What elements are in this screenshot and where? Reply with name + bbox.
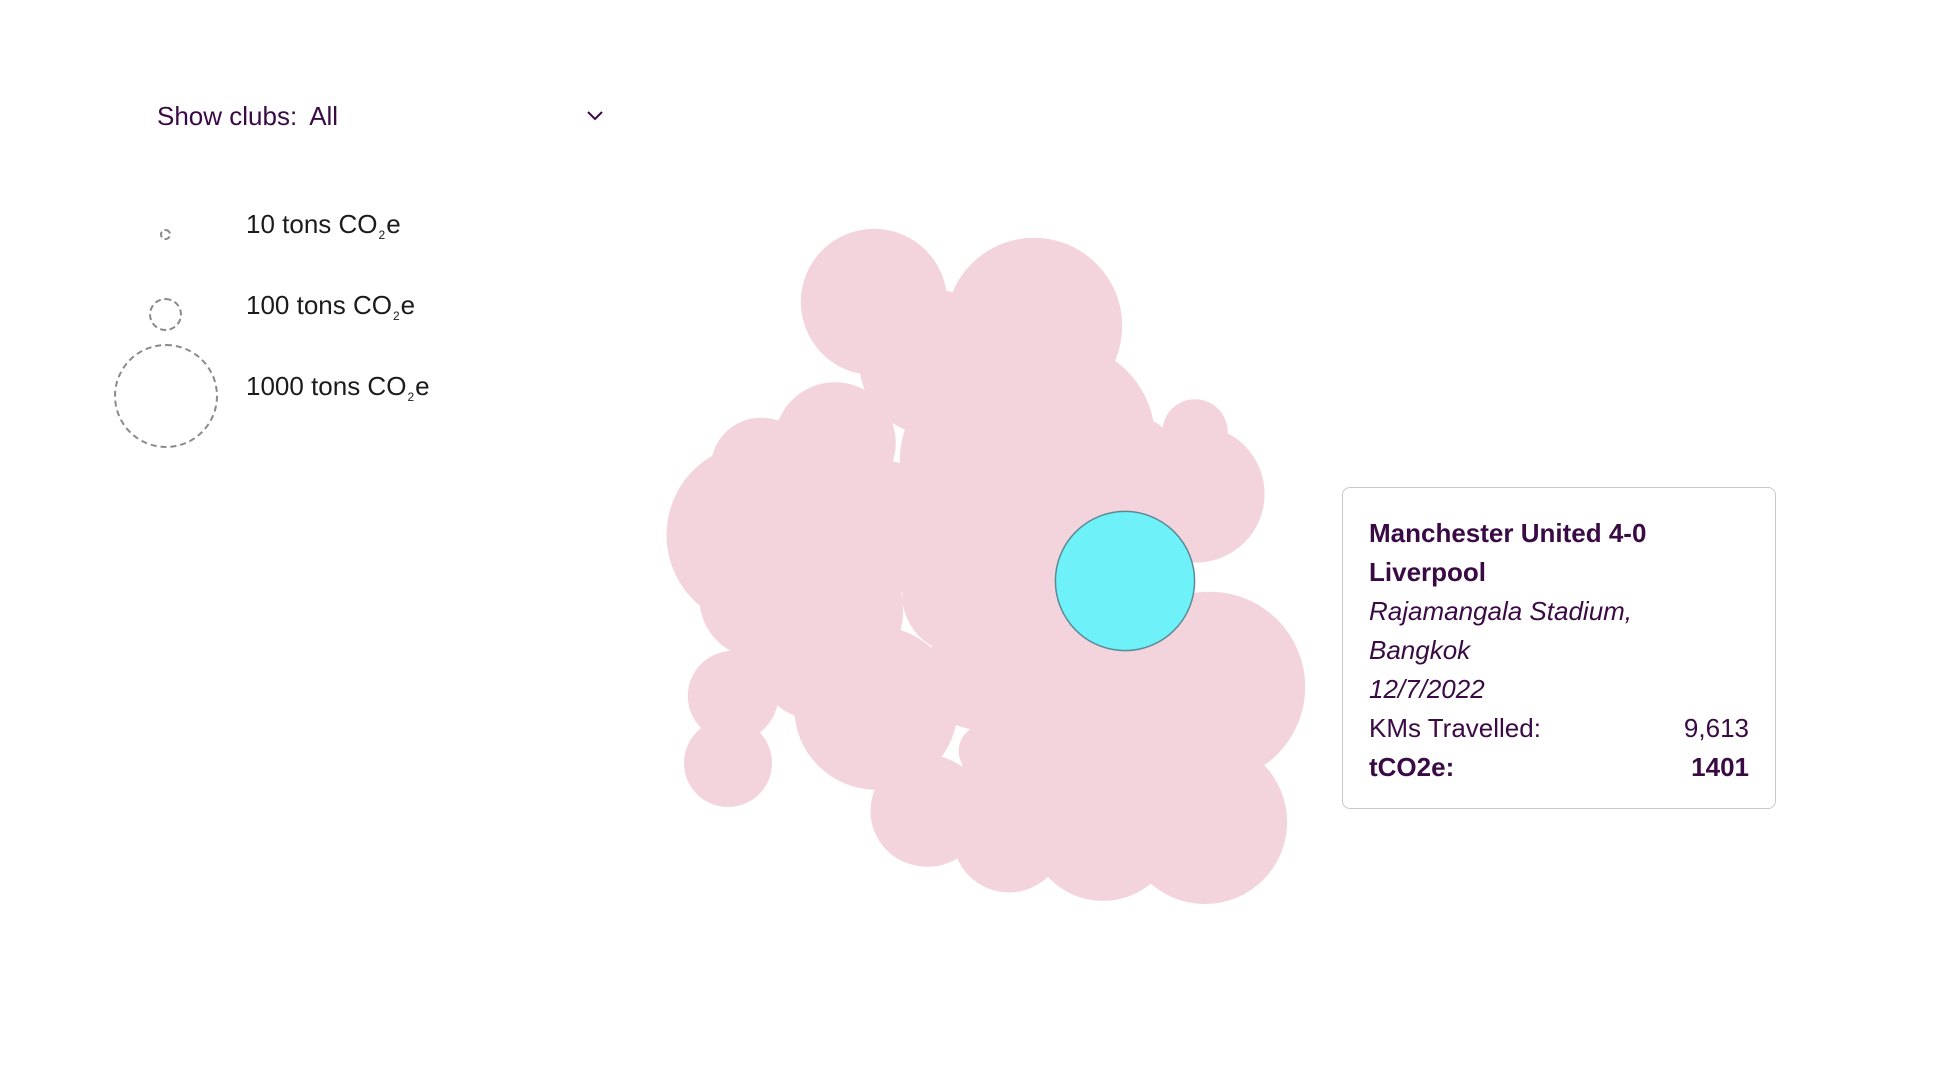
tooltip-title-line2: Liverpool bbox=[1369, 557, 1487, 587]
tooltip-co2-label: tCO2e: bbox=[1369, 752, 1455, 782]
bubble[interactable] bbox=[872, 755, 984, 867]
tooltip-kms-label: KMs Travelled: bbox=[1369, 713, 1541, 743]
bubble[interactable] bbox=[1021, 493, 1045, 517]
bubble[interactable] bbox=[1008, 464, 1032, 488]
bubble[interactable] bbox=[1162, 399, 1228, 465]
bubble[interactable] bbox=[958, 724, 1012, 778]
tooltip-co2-row: tCO2e: 1401 bbox=[1369, 748, 1749, 787]
bubble[interactable] bbox=[699, 537, 821, 659]
bubble[interactable] bbox=[1037, 459, 1109, 531]
tooltip-kms-value: 9,613 bbox=[1683, 713, 1749, 743]
bubble[interactable] bbox=[983, 608, 1007, 632]
bubble[interactable] bbox=[1026, 592, 1048, 614]
bubble[interactable] bbox=[1029, 667, 1097, 735]
bubble[interactable] bbox=[992, 637, 1022, 667]
tooltip-co2-value: 1401 bbox=[1691, 752, 1749, 782]
filter-value: All bbox=[309, 100, 339, 131]
bubble[interactable] bbox=[1126, 420, 1168, 462]
bubble[interactable] bbox=[995, 390, 1025, 420]
bubble[interactable] bbox=[995, 525, 1019, 549]
bubble[interactable] bbox=[684, 719, 772, 807]
bubble[interactable] bbox=[1067, 341, 1111, 385]
tooltip-date: 12/7/2022 bbox=[1369, 674, 1485, 704]
bubble[interactable] bbox=[710, 417, 812, 519]
legend-label-10: 10 tons CO2e bbox=[246, 209, 401, 242]
legend-circle-100 bbox=[149, 298, 182, 331]
filter-label: Show clubs: bbox=[157, 100, 298, 131]
tooltip-venue-line2: Bangkok bbox=[1369, 635, 1471, 665]
tooltip-kms-row: KMs Travelled: 9,613 bbox=[1369, 709, 1749, 748]
legend-circle-10 bbox=[160, 229, 171, 240]
match-tooltip: Manchester United 4-0 Liverpool Rajamang… bbox=[1342, 487, 1776, 809]
bubble-highlighted[interactable] bbox=[1054, 510, 1196, 652]
clubs-filter-dropdown[interactable]: Show clubs: All bbox=[157, 96, 607, 136]
bubble[interactable] bbox=[921, 587, 951, 617]
bubble[interactable] bbox=[894, 466, 918, 490]
legend-circle-1000 bbox=[114, 344, 218, 448]
legend-label-1000: 1000 tons CO2e bbox=[246, 371, 430, 404]
tooltip-title-line1: Manchester United 4-0 bbox=[1369, 518, 1647, 548]
bubble[interactable] bbox=[1022, 724, 1088, 790]
chevron-down-icon[interactable] bbox=[583, 104, 607, 128]
tooltip-venue-line1: Rajamangala Stadium, bbox=[1369, 596, 1633, 626]
legend-label-100: 100 tons CO2e bbox=[246, 290, 416, 323]
